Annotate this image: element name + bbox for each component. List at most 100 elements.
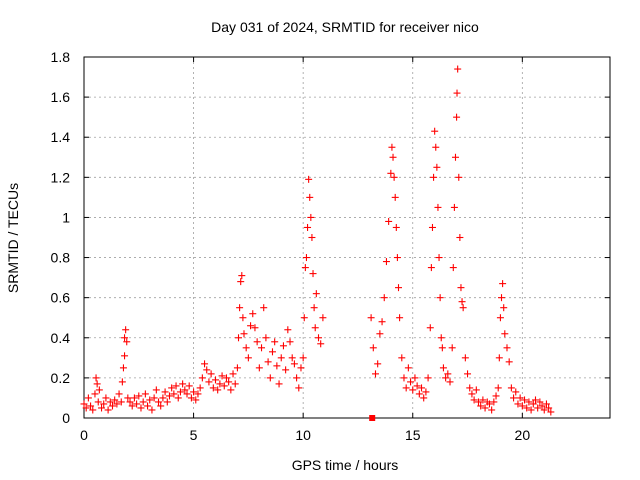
data-point bbox=[231, 380, 239, 388]
data-point bbox=[418, 384, 426, 392]
y-tick-label: 0.8 bbox=[51, 250, 71, 266]
data-point bbox=[309, 270, 317, 278]
data-point bbox=[130, 394, 138, 402]
data-point bbox=[415, 390, 423, 398]
data-point bbox=[427, 264, 435, 272]
data-point bbox=[126, 398, 134, 406]
y-tick-label: 1.2 bbox=[51, 169, 71, 185]
data-point bbox=[106, 398, 114, 406]
data-point bbox=[133, 400, 141, 408]
data-point bbox=[495, 354, 503, 362]
data-point bbox=[411, 374, 419, 382]
data-point bbox=[382, 258, 390, 266]
data-point bbox=[172, 382, 180, 390]
data-point bbox=[407, 378, 415, 386]
data-point bbox=[135, 392, 143, 400]
x-tick-label: 15 bbox=[405, 427, 421, 443]
data-point bbox=[249, 310, 257, 318]
data-point bbox=[100, 400, 108, 408]
data-point bbox=[302, 254, 310, 262]
data-point bbox=[534, 404, 542, 412]
data-point bbox=[295, 384, 303, 392]
data-point bbox=[389, 153, 397, 161]
data-point bbox=[244, 354, 252, 362]
data-point bbox=[225, 378, 233, 386]
data-point bbox=[448, 344, 456, 352]
x-tick-label: 10 bbox=[295, 427, 311, 443]
data-point bbox=[238, 272, 246, 280]
data-point bbox=[258, 344, 266, 352]
data-point bbox=[301, 264, 309, 272]
data-point bbox=[437, 334, 445, 342]
data-point bbox=[461, 354, 469, 362]
data-point bbox=[123, 338, 131, 346]
data-point bbox=[458, 298, 466, 306]
data-point bbox=[288, 354, 296, 362]
data-point bbox=[207, 370, 215, 378]
data-point bbox=[369, 344, 377, 352]
data-point bbox=[240, 330, 248, 338]
x-axis: 0 5 10 15 20 bbox=[80, 57, 530, 443]
data-point bbox=[108, 402, 116, 410]
data-point bbox=[307, 213, 315, 221]
data-point bbox=[409, 386, 417, 394]
data-point bbox=[194, 390, 202, 398]
data-point bbox=[492, 392, 500, 400]
data-point bbox=[119, 364, 127, 372]
data-point bbox=[93, 380, 101, 388]
data-point bbox=[391, 193, 399, 201]
square-marker bbox=[369, 415, 376, 421]
data-point bbox=[507, 384, 515, 392]
data-point bbox=[150, 394, 158, 402]
data-point bbox=[121, 352, 129, 360]
data-point bbox=[144, 402, 152, 410]
data-point bbox=[514, 400, 522, 408]
data-point bbox=[393, 254, 401, 262]
grid-lines bbox=[84, 57, 610, 418]
data-point bbox=[498, 294, 506, 302]
data-point bbox=[503, 344, 511, 352]
data-point bbox=[262, 334, 270, 342]
data-point bbox=[431, 127, 439, 135]
data-point bbox=[485, 400, 493, 408]
data-point bbox=[137, 404, 145, 412]
data-point bbox=[260, 304, 268, 312]
data-point bbox=[233, 364, 241, 372]
data-point bbox=[179, 380, 187, 388]
data-point bbox=[176, 388, 184, 396]
data-point bbox=[146, 396, 154, 404]
data-point bbox=[198, 374, 206, 382]
scatter-series bbox=[80, 65, 555, 416]
data-point bbox=[155, 398, 163, 406]
data-point bbox=[87, 402, 95, 410]
data-point bbox=[306, 193, 314, 201]
y-tick-label: 1.4 bbox=[51, 129, 71, 145]
data-point bbox=[111, 396, 119, 404]
y-tick-label: 0.6 bbox=[51, 290, 71, 306]
data-point bbox=[91, 390, 99, 398]
data-point bbox=[239, 314, 247, 322]
data-point bbox=[205, 378, 213, 386]
data-point bbox=[92, 374, 100, 382]
data-point bbox=[516, 394, 524, 402]
data-point bbox=[187, 394, 195, 402]
data-point bbox=[122, 326, 130, 334]
data-point bbox=[472, 386, 480, 394]
data-point bbox=[290, 360, 298, 368]
data-point bbox=[523, 404, 531, 412]
data-point bbox=[488, 406, 496, 414]
data-point bbox=[500, 304, 508, 312]
data-point bbox=[214, 386, 222, 394]
chart-title: Day 031 of 2024, SRMTID for receiver nic… bbox=[211, 19, 479, 35]
data-point bbox=[201, 360, 209, 368]
data-point bbox=[251, 324, 259, 332]
data-point bbox=[253, 338, 261, 346]
data-point bbox=[525, 398, 533, 406]
data-point bbox=[430, 173, 438, 181]
data-point bbox=[161, 388, 169, 396]
data-point bbox=[468, 390, 476, 398]
data-point bbox=[266, 374, 274, 382]
data-point bbox=[434, 203, 442, 211]
data-point bbox=[170, 390, 178, 398]
y-tick-label: 0.2 bbox=[51, 370, 71, 386]
